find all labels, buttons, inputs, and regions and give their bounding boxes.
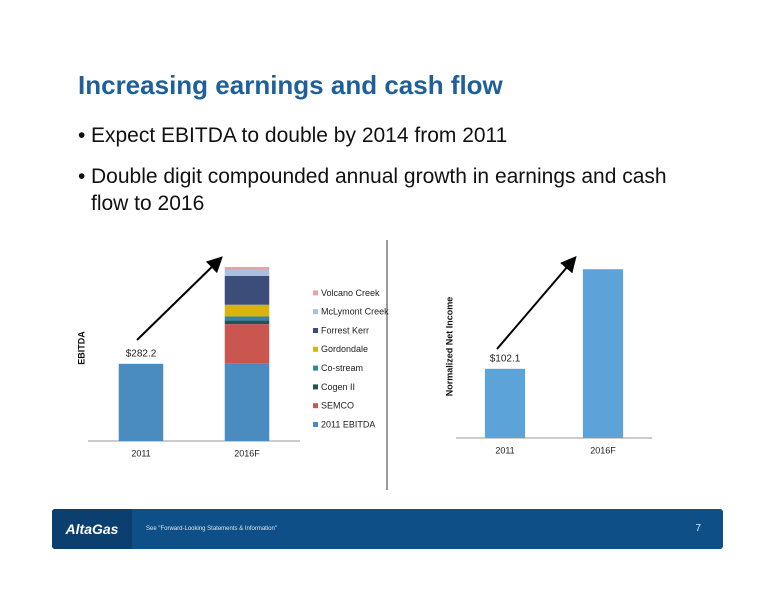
legend-swatch xyxy=(313,346,318,352)
bar-segment xyxy=(224,316,270,321)
logo: AltaGas xyxy=(52,509,132,549)
legend-label: Forrest Kerr xyxy=(321,325,369,335)
legend-swatch xyxy=(313,328,318,333)
bullet-list: Expect EBITDA to double by 2014 from 201… xyxy=(78,122,698,231)
bar-segment xyxy=(224,324,270,364)
bar-segment xyxy=(224,269,270,277)
legend-swatch xyxy=(313,422,318,427)
bar xyxy=(582,269,624,438)
bullet: Double digit compounded annual growth in… xyxy=(78,163,698,217)
x-tick-label: 2011 xyxy=(495,445,514,455)
legend-label: 2011 EBITDA xyxy=(321,419,375,429)
bar-segment xyxy=(224,266,270,270)
growth-arrow xyxy=(136,256,223,341)
bar-segment xyxy=(224,320,270,325)
legend-label: Gordondale xyxy=(321,344,368,354)
x-tick-label: 2016F xyxy=(590,445,616,455)
bullet: Expect EBITDA to double by 2014 from 201… xyxy=(78,122,698,149)
bar-segment xyxy=(224,276,270,305)
y-axis-label: EBITDA xyxy=(76,331,86,365)
x-tick-label: 2016F xyxy=(234,448,260,458)
legend-swatch xyxy=(313,403,318,409)
page-number: 7 xyxy=(695,523,701,534)
bar-segment xyxy=(224,304,270,317)
legend-label: McLymont Creek xyxy=(321,307,389,317)
value-label: $282.2 xyxy=(126,348,157,359)
legend-swatch xyxy=(313,365,318,371)
growth-arrow xyxy=(496,255,577,350)
bar-segment xyxy=(224,363,270,441)
bar xyxy=(484,368,526,438)
legend-swatch xyxy=(313,384,318,390)
slide-title: Increasing earnings and cash flow xyxy=(78,70,503,100)
legend-swatch xyxy=(313,309,318,315)
y-axis-label: Normalized Net Income xyxy=(444,297,454,397)
legend-label: Co-stream xyxy=(321,363,363,373)
legend-label: SEMCO xyxy=(321,401,354,411)
value-label: $102.1 xyxy=(490,353,521,364)
footnote: See "Forward-Looking Statements & Inform… xyxy=(146,526,277,532)
legend-label: Volcano Creek xyxy=(321,288,380,298)
legend-swatch xyxy=(313,290,318,296)
legend-label: Cogen II xyxy=(321,382,355,392)
x-tick-label: 2011 xyxy=(131,448,150,458)
footer: AltaGas See "Forward-Looking Statements … xyxy=(52,509,723,549)
bar-segment xyxy=(118,363,164,441)
